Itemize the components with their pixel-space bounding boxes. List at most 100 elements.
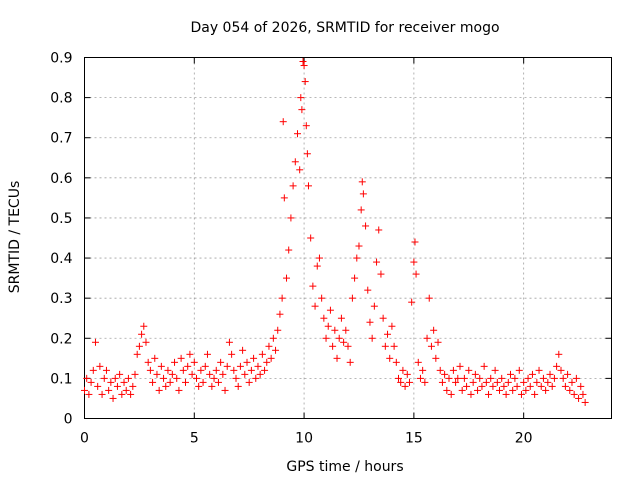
data-point (482, 378, 490, 386)
data-point (467, 390, 475, 398)
data-point (511, 374, 519, 382)
x-tick-label: 5 (190, 431, 199, 447)
data-point (504, 378, 512, 386)
data-point (546, 370, 554, 378)
data-point (359, 190, 367, 198)
data-point (370, 302, 378, 310)
data-point (155, 386, 163, 394)
y-tick-label: 0 (64, 412, 73, 428)
data-point (263, 358, 271, 366)
data-point (138, 330, 146, 338)
data-point (247, 366, 255, 374)
data-point (184, 362, 192, 370)
data-point (344, 342, 352, 350)
data-point (357, 206, 365, 214)
data-point (157, 362, 165, 370)
data-point (291, 158, 299, 166)
data-point (392, 358, 400, 366)
data-point (539, 374, 547, 382)
data-point (408, 298, 416, 306)
plot-frame (84, 57, 612, 419)
data-point (265, 342, 273, 350)
data-point (375, 226, 383, 234)
data-point (190, 358, 198, 366)
data-point (133, 350, 141, 358)
data-point (274, 326, 282, 334)
data-point (188, 370, 196, 378)
data-point (87, 378, 95, 386)
data-point (186, 350, 194, 358)
data-point (487, 374, 495, 382)
data-point (333, 354, 341, 362)
data-point (107, 378, 115, 386)
data-point (362, 222, 370, 230)
data-point (427, 342, 435, 350)
data-point (436, 366, 444, 374)
data-point (478, 382, 486, 390)
data-point (388, 322, 396, 330)
data-point (485, 390, 493, 398)
data-point (285, 246, 293, 254)
data-point (351, 274, 359, 282)
data-point (397, 378, 405, 386)
data-point (116, 370, 124, 378)
data-point (373, 258, 381, 266)
data-point (131, 370, 139, 378)
data-point (535, 366, 543, 374)
data-point (300, 62, 308, 70)
data-point (102, 366, 110, 374)
data-point (432, 354, 440, 362)
data-point (513, 382, 521, 390)
data-point (195, 382, 203, 390)
chart-title: Day 054 of 2026, SRMTID for receiver mog… (190, 20, 499, 36)
data-point (561, 382, 569, 390)
data-point (553, 362, 561, 370)
data-point (100, 374, 108, 382)
data-point (197, 366, 205, 374)
data-point (531, 390, 539, 398)
data-point (230, 366, 238, 374)
data-point (533, 378, 541, 386)
data-point (272, 346, 280, 354)
data-point (304, 182, 312, 190)
data-point (135, 342, 143, 350)
data-point (160, 374, 168, 382)
data-point (175, 386, 183, 394)
data-point (124, 374, 132, 382)
data-point (217, 358, 225, 366)
data-point (83, 374, 91, 382)
data-point (425, 294, 433, 302)
y-tick-label: 0.4 (50, 251, 72, 267)
data-point (465, 366, 473, 374)
y-tick-label: 0.8 (50, 91, 72, 107)
data-point (566, 386, 574, 394)
data-point (129, 382, 137, 390)
data-point (577, 382, 585, 390)
data-point (337, 314, 345, 322)
data-point (342, 326, 350, 334)
x-tick-label: 20 (515, 431, 533, 447)
data-point (179, 366, 187, 374)
data-point (320, 314, 328, 322)
data-point (544, 378, 552, 386)
data-point (581, 398, 589, 406)
data-point (210, 374, 218, 382)
data-point (517, 390, 525, 398)
data-point (395, 374, 403, 382)
data-point (142, 338, 150, 346)
data-point (542, 386, 550, 394)
data-point (182, 378, 190, 386)
data-point (280, 194, 288, 202)
data-point (379, 314, 387, 322)
y-tick-label: 0.7 (50, 131, 72, 147)
data-point (471, 370, 479, 378)
data-point (267, 354, 275, 362)
data-point (568, 378, 576, 386)
data-point (261, 366, 269, 374)
data-point (113, 382, 121, 390)
data-point (410, 258, 418, 266)
data-point (559, 374, 567, 382)
data-point (239, 346, 247, 354)
data-point (509, 386, 517, 394)
